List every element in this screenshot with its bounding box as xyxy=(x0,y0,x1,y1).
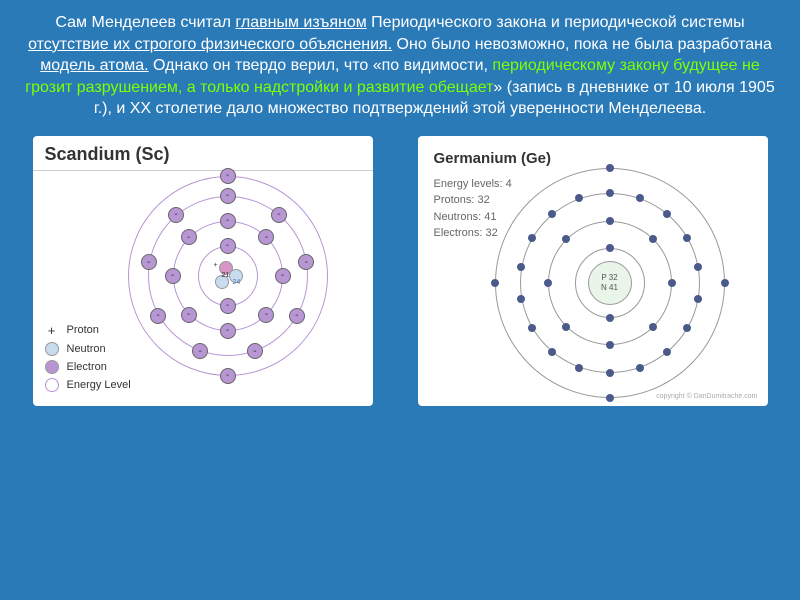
legend-label: Proton xyxy=(67,324,99,336)
divider xyxy=(33,170,373,171)
txt: Оно было невозможно, пока не была разраб… xyxy=(392,36,772,53)
orbit-ring xyxy=(128,176,328,376)
electron xyxy=(721,279,729,287)
electron xyxy=(606,314,614,322)
electron: - xyxy=(220,298,236,314)
electron xyxy=(606,164,614,172)
info-line: Protons: 32 xyxy=(434,192,512,209)
diagrams-row: Scandium (Sc) + 21 24 ------------------… xyxy=(0,128,800,414)
electron: - xyxy=(220,323,236,339)
electron: - xyxy=(165,268,181,284)
electron: - xyxy=(220,238,236,254)
electron: - xyxy=(220,168,236,184)
ring-icon xyxy=(45,378,59,392)
legend-row: + Proton xyxy=(45,323,131,338)
electron xyxy=(528,234,536,242)
electron xyxy=(562,323,570,331)
electron: - xyxy=(289,308,305,324)
info-line: Energy levels: 4 xyxy=(434,176,512,193)
orbit-ring xyxy=(495,168,725,398)
neutron-icon xyxy=(45,342,59,356)
electron xyxy=(528,324,536,332)
electron xyxy=(606,394,614,402)
scandium-legend: + Proton Neutron Electron Energy Level xyxy=(45,323,131,396)
electron: - xyxy=(168,207,184,223)
electron: - xyxy=(275,268,291,284)
plus-icon: + xyxy=(45,323,59,338)
germanium-title: Germanium (Ge) xyxy=(434,150,552,167)
electron xyxy=(575,364,583,372)
legend-row: Neutron xyxy=(45,342,131,356)
main-paragraph: Сам Менделеев считал главным изъяном Пер… xyxy=(0,0,800,128)
copyright: copyright © DanDumitrache.com xyxy=(656,393,757,400)
electron xyxy=(606,369,614,377)
electron xyxy=(548,210,556,218)
electron: - xyxy=(141,254,157,270)
electron xyxy=(562,235,570,243)
electron-icon xyxy=(45,360,59,374)
electron: - xyxy=(181,229,197,245)
electron xyxy=(668,279,676,287)
electron xyxy=(606,244,614,252)
electron xyxy=(544,279,552,287)
electron xyxy=(517,295,525,303)
electron xyxy=(548,348,556,356)
legend-label: Electron xyxy=(67,361,107,373)
txt-ul: отсутствие их строгого физического объяс… xyxy=(28,36,392,53)
electron xyxy=(636,364,644,372)
txt: Периодического закона и периодической си… xyxy=(367,14,745,31)
electron: - xyxy=(220,188,236,204)
electron: - xyxy=(271,207,287,223)
legend-label: Energy Level xyxy=(67,379,131,391)
txt: Сам Менделеев считал xyxy=(55,14,235,31)
legend-row: Energy Level xyxy=(45,378,131,392)
info-line: Neutrons: 41 xyxy=(434,209,512,226)
germanium-info: Energy levels: 4 Protons: 32 Neutrons: 4… xyxy=(434,176,512,242)
electron xyxy=(491,279,499,287)
electron: - xyxy=(181,307,197,323)
electron: - xyxy=(247,343,263,359)
legend-label: Neutron xyxy=(67,343,106,355)
electron xyxy=(606,217,614,225)
electron: - xyxy=(220,368,236,384)
txt-ul: главным изъяном xyxy=(235,14,366,31)
electron xyxy=(606,341,614,349)
legend-row: Electron xyxy=(45,360,131,374)
germanium-diagram: Germanium (Ge) Energy levels: 4 Protons:… xyxy=(418,136,768,406)
txt-ul: модель атома. xyxy=(40,57,148,74)
scandium-diagram: Scandium (Sc) + 21 24 ------------------… xyxy=(33,136,373,406)
electron: - xyxy=(220,213,236,229)
electron xyxy=(694,295,702,303)
txt: Однако он твердо верил, что «по видимост… xyxy=(149,57,493,74)
info-line: Electrons: 32 xyxy=(434,225,512,242)
electron xyxy=(606,189,614,197)
scandium-title: Scandium (Sc) xyxy=(45,144,170,165)
